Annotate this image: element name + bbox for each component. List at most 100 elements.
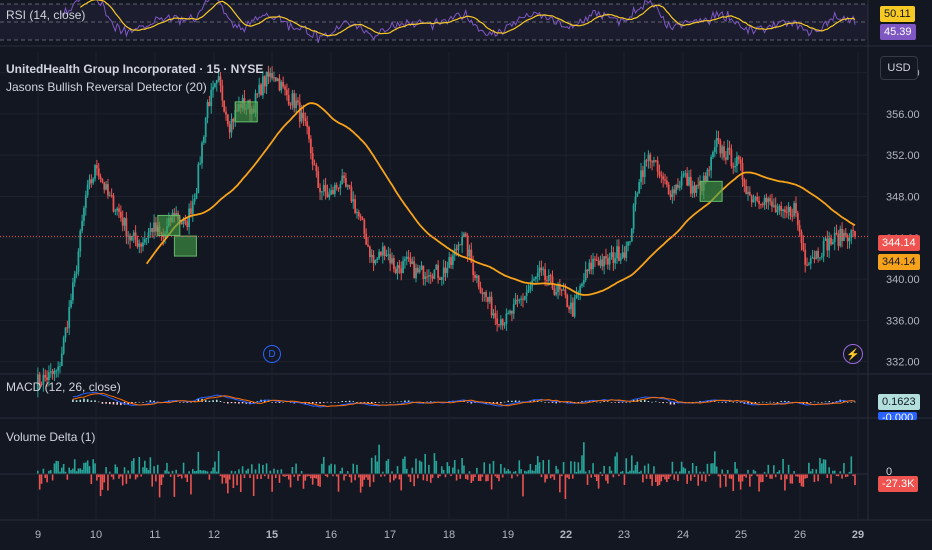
volume-delta-bar (852, 474, 854, 477)
macd-histogram-bar (404, 400, 406, 402)
volume-delta-bar (79, 468, 82, 474)
volume-delta-bar (627, 471, 629, 474)
currency-button[interactable]: USD (880, 56, 918, 80)
volume-delta-bar (256, 474, 259, 480)
volume-delta-bar (535, 464, 537, 474)
volume-delta-bar (588, 470, 591, 474)
candle (610, 252, 613, 258)
volume-delta-bar (197, 451, 200, 474)
volume-delta-bar (346, 471, 349, 474)
volume-delta-bar (317, 474, 320, 486)
candle (708, 169, 711, 171)
volume-delta-bar (123, 467, 126, 474)
volume-delta-bar (640, 470, 642, 474)
candle (413, 261, 416, 279)
macd-histogram-bar (773, 402, 775, 403)
x-tick-label: 24 (677, 529, 689, 541)
macd-histogram-bar (503, 401, 506, 403)
candle (136, 240, 139, 247)
volume-delta-bar (142, 467, 144, 474)
volume-delta-bar (673, 474, 676, 480)
volume-delta-bar (400, 474, 403, 491)
volume-delta-bar (736, 468, 738, 474)
volume-delta-bar (642, 474, 644, 483)
volume-delta-bar (140, 474, 142, 477)
macd-histogram-bar (112, 402, 115, 405)
candle (728, 147, 731, 150)
candle (514, 299, 517, 305)
candle (212, 86, 214, 90)
candle (789, 207, 792, 216)
candle (260, 84, 262, 96)
volume-delta-bar (721, 469, 723, 474)
volume-delta-bar (488, 463, 491, 474)
volume-delta-bar (553, 474, 556, 480)
candle (612, 252, 615, 264)
candle (638, 182, 641, 194)
volume-delta-bar (551, 474, 554, 477)
candle (512, 304, 515, 314)
volume-delta-bar (758, 474, 760, 492)
macd-histogram-bar (654, 401, 657, 403)
volume-delta-bar (575, 471, 578, 474)
candle (627, 241, 630, 246)
candle (405, 256, 408, 260)
candle (90, 179, 93, 184)
volume-delta-bar (310, 474, 312, 479)
macd-histogram-bar (197, 399, 200, 402)
macd-histogram-bar (381, 401, 384, 403)
volume-delta-bar (500, 464, 502, 474)
candle (70, 300, 72, 308)
dividend-marker[interactable]: D (263, 345, 281, 363)
volume-delta-bar (634, 465, 637, 474)
macd-histogram-bar (662, 402, 664, 404)
candle (400, 268, 403, 274)
candle (381, 246, 384, 256)
x-tick-label: 12 (208, 529, 220, 541)
macd-histogram-bar (396, 401, 399, 403)
volume-delta-bar (308, 474, 310, 477)
macd-histogram-bar (577, 402, 580, 403)
volume-delta-bar (712, 463, 714, 474)
volume-delta-bar (562, 461, 565, 474)
candle (293, 93, 296, 108)
macd-histogram-bar (105, 402, 107, 404)
volume-delta-bar (651, 474, 653, 486)
volume-delta-bar (153, 466, 155, 474)
macd-histogram-bar (581, 401, 583, 402)
volume-delta-bar (798, 474, 801, 483)
volume-delta-bar (566, 474, 569, 478)
lightning-icon[interactable]: ⚡ (843, 344, 863, 364)
macd-pane (72, 391, 856, 408)
volume-delta-bar (94, 463, 96, 474)
volume-delta-bar (793, 471, 795, 474)
volume-delta-bar (614, 456, 617, 474)
volume-delta-bar (332, 474, 334, 477)
volume-delta-bar (560, 474, 563, 477)
volume-delta-bar (245, 470, 248, 474)
volume-delta-bar (830, 474, 832, 484)
candle (287, 95, 290, 105)
volume-delta-bar (169, 474, 172, 477)
volume-delta-bar (398, 474, 401, 480)
volume-delta-bar (306, 474, 308, 477)
macd-histogram-bar (699, 400, 701, 402)
candle (201, 142, 203, 164)
candle (107, 184, 109, 196)
volume-delta-bar (538, 462, 541, 474)
candle (182, 220, 185, 225)
volume-delta-bar (85, 462, 87, 474)
candle (411, 261, 414, 265)
candle (153, 222, 155, 232)
macd-histogram-bar (500, 402, 502, 404)
volume-delta-bar (472, 474, 474, 481)
x-tick-label: 29 (852, 529, 864, 541)
candle (767, 198, 770, 203)
volume-delta-bar (723, 474, 725, 477)
candle (581, 283, 583, 286)
volume-delta-bar (824, 459, 827, 474)
candle (533, 278, 535, 281)
candle (105, 184, 107, 190)
volume-delta-bar (228, 474, 231, 480)
volume-delta-bar (276, 469, 279, 474)
